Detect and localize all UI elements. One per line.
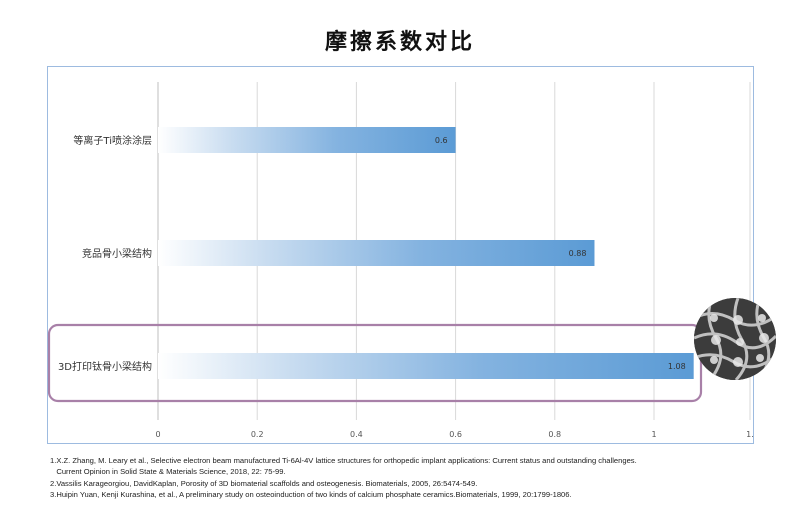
x-tick-label: 0.2 — [251, 430, 264, 439]
chart-frame — [47, 66, 754, 444]
category-label: 等离子Ti喷涂涂层 — [73, 134, 152, 147]
x-tick-label: 1 — [651, 430, 656, 439]
reference-1-cont: Current Opinion in Solid State & Materia… — [50, 467, 286, 477]
references: 1.X.Z. Zhang, M. Leary et al., Selective… — [50, 455, 770, 501]
x-tick-label: 0.6 — [449, 430, 462, 439]
category-label: 竞品骨小梁结构 — [82, 247, 152, 260]
sem-trabecular-structure-image — [694, 298, 776, 380]
x-tick-label: 0.4 — [350, 430, 363, 439]
reference-3: 3.Huipin Yuan, Kenji Kurashina, et al., … — [50, 490, 572, 500]
reference-1: 1.X.Z. Zhang, M. Leary et al., Selective… — [50, 456, 637, 465]
x-tick-label: 0 — [155, 430, 160, 439]
category-label: 3D打印钛骨小梁结构 — [58, 360, 152, 373]
bar — [158, 353, 694, 379]
data-label: 0.88 — [569, 249, 587, 258]
bar — [158, 127, 456, 153]
x-tick-label: 0.8 — [548, 430, 561, 439]
bar — [158, 240, 595, 266]
reference-2: 2.Vassilis Karageorgiou, DavidKaplan, Po… — [50, 478, 478, 488]
data-label: 0.6 — [435, 136, 448, 145]
chart-title: 摩擦系数对比 — [324, 29, 475, 55]
data-label: 1.08 — [668, 362, 686, 371]
x-tick-label: 1. — [746, 430, 754, 439]
